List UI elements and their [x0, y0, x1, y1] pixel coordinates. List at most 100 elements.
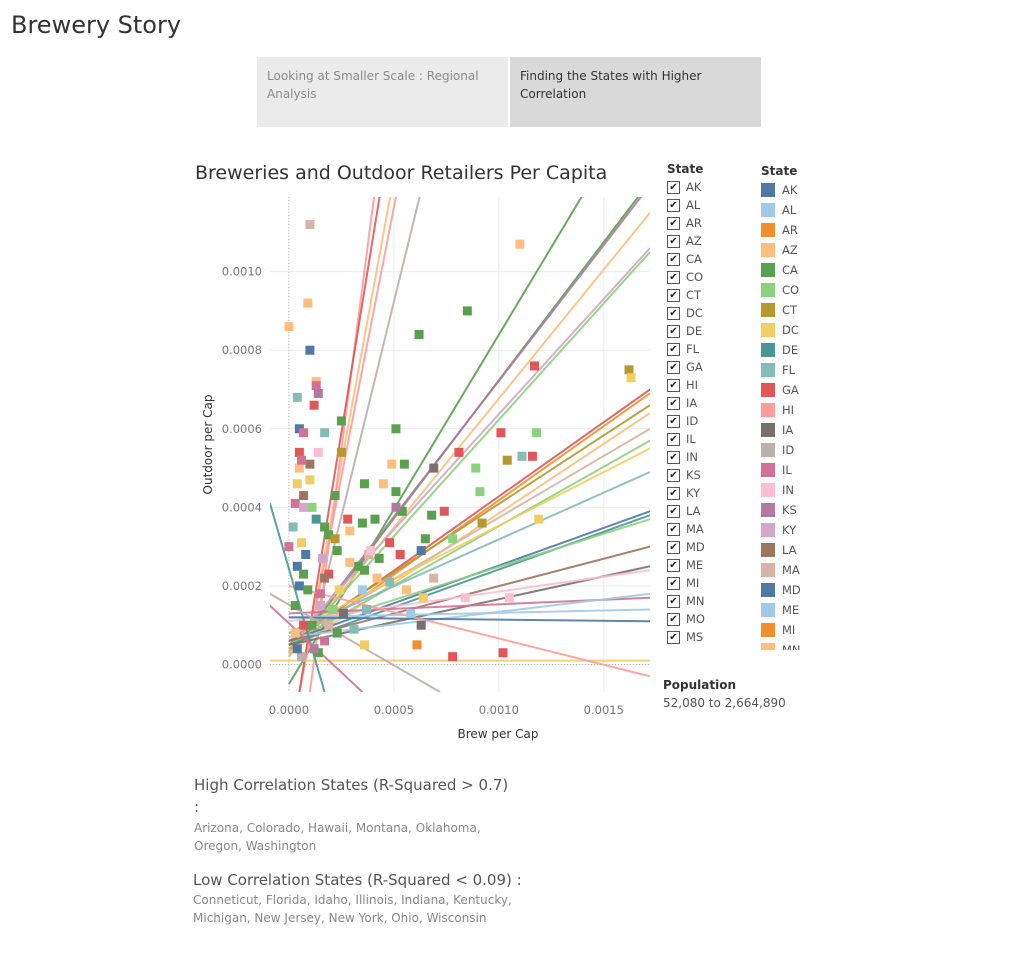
state-color-item[interactable]: AK [761, 180, 851, 200]
state-color-item[interactable]: HI [761, 400, 851, 420]
data-point [515, 239, 525, 249]
checkbox-icon[interactable]: ✔ [667, 468, 680, 482]
state-filter-item[interactable]: ✔ IL [667, 430, 757, 448]
state-color-item[interactable]: MN [761, 640, 851, 650]
state-filter-item[interactable]: ✔ AK [667, 178, 757, 196]
state-filter-item[interactable]: ✔ DE [667, 322, 757, 340]
checkbox-icon[interactable]: ✔ [667, 342, 680, 356]
state-filter-item[interactable]: ✔ LA [667, 502, 757, 520]
data-point [296, 455, 306, 465]
state-color-item[interactable]: CO [761, 280, 851, 300]
checkbox-icon[interactable]: ✔ [667, 594, 680, 608]
state-color-item[interactable]: AZ [761, 240, 851, 260]
color-swatch [761, 603, 775, 617]
state-filter-item[interactable]: ✔ CA [667, 250, 757, 268]
state-color-item[interactable]: IA [761, 420, 851, 440]
story-tab-correlation[interactable]: Finding the States with Higher Correlati… [510, 57, 761, 127]
checkbox-icon[interactable]: ✔ [667, 234, 680, 248]
checkbox-icon[interactable]: ✔ [667, 612, 680, 626]
trend-line [288, 212, 650, 658]
state-filter-item[interactable]: ✔ MN [667, 592, 757, 610]
state-filter-item[interactable]: ✔ CO [667, 268, 757, 286]
story-tab-regional[interactable]: Looking at Smaller Scale : Regional Anal… [257, 57, 508, 127]
state-filter-item[interactable]: ✔ MD [667, 538, 757, 556]
state-filter-item[interactable]: ✔ IA [667, 394, 757, 412]
checkbox-icon[interactable]: ✔ [667, 432, 680, 446]
state-filter-item[interactable]: ✔ AZ [667, 232, 757, 250]
checkbox-icon[interactable]: ✔ [667, 270, 680, 284]
state-filter-item[interactable]: ✔ KS [667, 466, 757, 484]
state-color-label: IN [782, 483, 794, 497]
state-filter-item[interactable]: ✔ MO [667, 610, 757, 628]
state-color-item[interactable]: LA [761, 540, 851, 560]
color-legend-title: State [761, 164, 798, 178]
data-point [284, 542, 294, 552]
state-color-item[interactable]: KY [761, 520, 851, 540]
data-point [412, 640, 422, 650]
color-swatch [761, 383, 775, 397]
state-filter-item[interactable]: ✔ DC [667, 304, 757, 322]
state-filter-item[interactable]: ✔ CT [667, 286, 757, 304]
checkbox-icon[interactable]: ✔ [667, 486, 680, 500]
checkbox-icon[interactable]: ✔ [667, 306, 680, 320]
state-filter-item[interactable]: ✔ AR [667, 214, 757, 232]
data-point [315, 589, 325, 599]
state-filter-item[interactable]: ✔ ME [667, 556, 757, 574]
state-color-item[interactable]: DE [761, 340, 851, 360]
state-color-item[interactable]: FL [761, 360, 851, 380]
checkbox-icon[interactable]: ✔ [667, 414, 680, 428]
trend-line [288, 514, 650, 646]
state-color-item[interactable]: KS [761, 500, 851, 520]
data-point [454, 447, 464, 457]
checkbox-icon[interactable]: ✔ [667, 522, 680, 536]
chart-title: Breweries and Outdoor Retailers Per Capi… [195, 162, 608, 184]
checkbox-icon[interactable]: ✔ [667, 396, 680, 410]
state-color-item[interactable]: GA [761, 380, 851, 400]
state-filter-item[interactable]: ✔ HI [667, 376, 757, 394]
state-color-item[interactable]: MI [761, 620, 851, 640]
checkbox-icon[interactable]: ✔ [667, 576, 680, 590]
data-point [338, 608, 348, 618]
state-filter-item[interactable]: ✔ MA [667, 520, 757, 538]
state-filter-item[interactable]: ✔ MS [667, 628, 757, 646]
state-filter-item[interactable]: ✔ MI [667, 574, 757, 592]
data-point [362, 605, 372, 614]
state-filter-item[interactable]: ✔ AL [667, 196, 757, 214]
checkbox-icon[interactable]: ✔ [667, 360, 680, 374]
state-color-item[interactable]: AL [761, 200, 851, 220]
checkbox-icon[interactable]: ✔ [667, 450, 680, 464]
state-color-item[interactable]: DC [761, 320, 851, 340]
trend-line [288, 608, 650, 619]
checkbox-icon[interactable]: ✔ [667, 558, 680, 572]
checkbox-icon[interactable]: ✔ [667, 630, 680, 644]
checkbox-icon[interactable]: ✔ [667, 504, 680, 518]
state-color-item[interactable]: ID [761, 440, 851, 460]
state-filter-label: MD [686, 540, 705, 554]
state-color-item[interactable]: MA [761, 560, 851, 580]
state-filter-item[interactable]: ✔ ID [667, 412, 757, 430]
y-tick-label: 0.0004 [222, 500, 262, 514]
state-filter-item[interactable]: ✔ FL [667, 340, 757, 358]
state-color-item[interactable]: CT [761, 300, 851, 320]
checkbox-icon[interactable]: ✔ [667, 540, 680, 554]
state-color-item[interactable]: AR [761, 220, 851, 240]
checkbox-icon[interactable]: ✔ [667, 378, 680, 392]
state-filter-item[interactable]: ✔ GA [667, 358, 757, 376]
checkbox-icon[interactable]: ✔ [667, 288, 680, 302]
data-point [439, 506, 449, 516]
checkbox-icon[interactable]: ✔ [667, 216, 680, 230]
state-color-item[interactable]: CA [761, 260, 851, 280]
state-color-legend: State AK AL AR AZ CA CO CT DC DE FL GA HI IA ID IL IN KS… [761, 164, 851, 650]
state-color-item[interactable]: MD [761, 580, 851, 600]
checkbox-icon[interactable]: ✔ [667, 180, 680, 194]
state-color-item[interactable]: IN [761, 480, 851, 500]
checkbox-icon[interactable]: ✔ [667, 252, 680, 266]
state-color-item[interactable]: IL [761, 460, 851, 480]
data-point [387, 459, 397, 469]
state-color-item[interactable]: ME [761, 600, 851, 620]
checkbox-icon[interactable]: ✔ [667, 324, 680, 338]
checkbox-icon[interactable]: ✔ [667, 198, 680, 212]
state-filter-item[interactable]: ✔ KY [667, 484, 757, 502]
state-filter-item[interactable]: ✔ IN [667, 448, 757, 466]
